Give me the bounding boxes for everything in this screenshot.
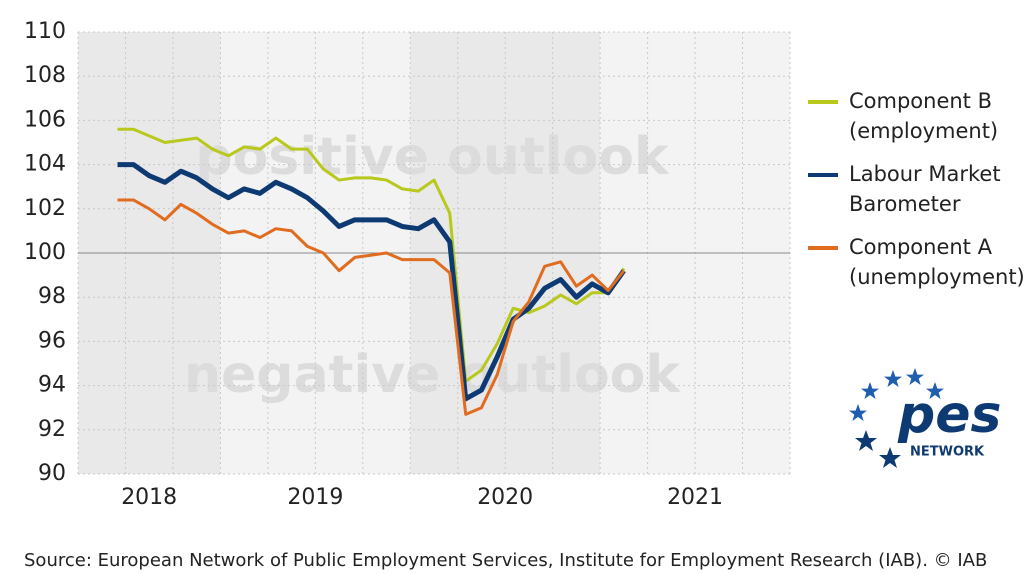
- y-tick-label: 90: [38, 461, 66, 486]
- y-tick-label: 92: [38, 417, 66, 442]
- series-line: [117, 198, 626, 416]
- legend-item: Component B (employment): [808, 86, 1032, 146]
- watermarks: positive outlook negative outlook: [184, 127, 681, 405]
- grid: [77, 31, 791, 475]
- legend-swatch: [808, 100, 838, 104]
- source: Source: European Network of Public Emplo…: [24, 550, 988, 571]
- y-tick-label: 106: [24, 107, 66, 132]
- logo-subtext: NETWORK: [910, 445, 985, 460]
- legend-item: Labour Market Barometer: [808, 159, 1032, 219]
- legend-item: Component A (unemployment): [808, 232, 1032, 292]
- x-tick-label: 2019: [287, 485, 343, 510]
- y-tick-label: 94: [38, 373, 66, 398]
- logo-stars-dark: [855, 430, 901, 468]
- x-tick-label: 2018: [121, 485, 177, 510]
- logo-stars: [849, 368, 944, 421]
- legend-swatch: [808, 246, 838, 250]
- watermark: positive outlook: [195, 127, 670, 187]
- y-tick-label: 108: [24, 63, 66, 88]
- series-line: [117, 162, 626, 402]
- logo: pes NETWORK: [849, 368, 1001, 468]
- y-tick-label: 104: [24, 152, 66, 177]
- series-line: [117, 127, 626, 383]
- logo-text: pes: [897, 385, 1001, 445]
- y-tick-label: 98: [38, 284, 66, 309]
- legend-label: Component B (employment): [849, 89, 999, 143]
- y-tick-label: 96: [38, 328, 66, 353]
- watermark: negative outlook: [184, 345, 681, 405]
- y-tick-label: 100: [24, 240, 66, 265]
- lines: [117, 127, 626, 416]
- x-tick-label: 2021: [667, 485, 723, 510]
- legend-swatch: [808, 173, 838, 177]
- legend-label: Component A (unemployment): [849, 235, 1025, 289]
- y-tick-label: 102: [24, 196, 66, 221]
- legend-label: Labour Market Barometer: [849, 162, 1001, 216]
- y-tick-label: 110: [24, 19, 66, 44]
- axes: 90 92 94 96 98 100 102 104 106 108 110 2018 2019 2020…: [24, 19, 723, 510]
- legend: Component B (employment) Labour Market Ba…: [808, 86, 1032, 305]
- x-tick-label: 2020: [477, 485, 533, 510]
